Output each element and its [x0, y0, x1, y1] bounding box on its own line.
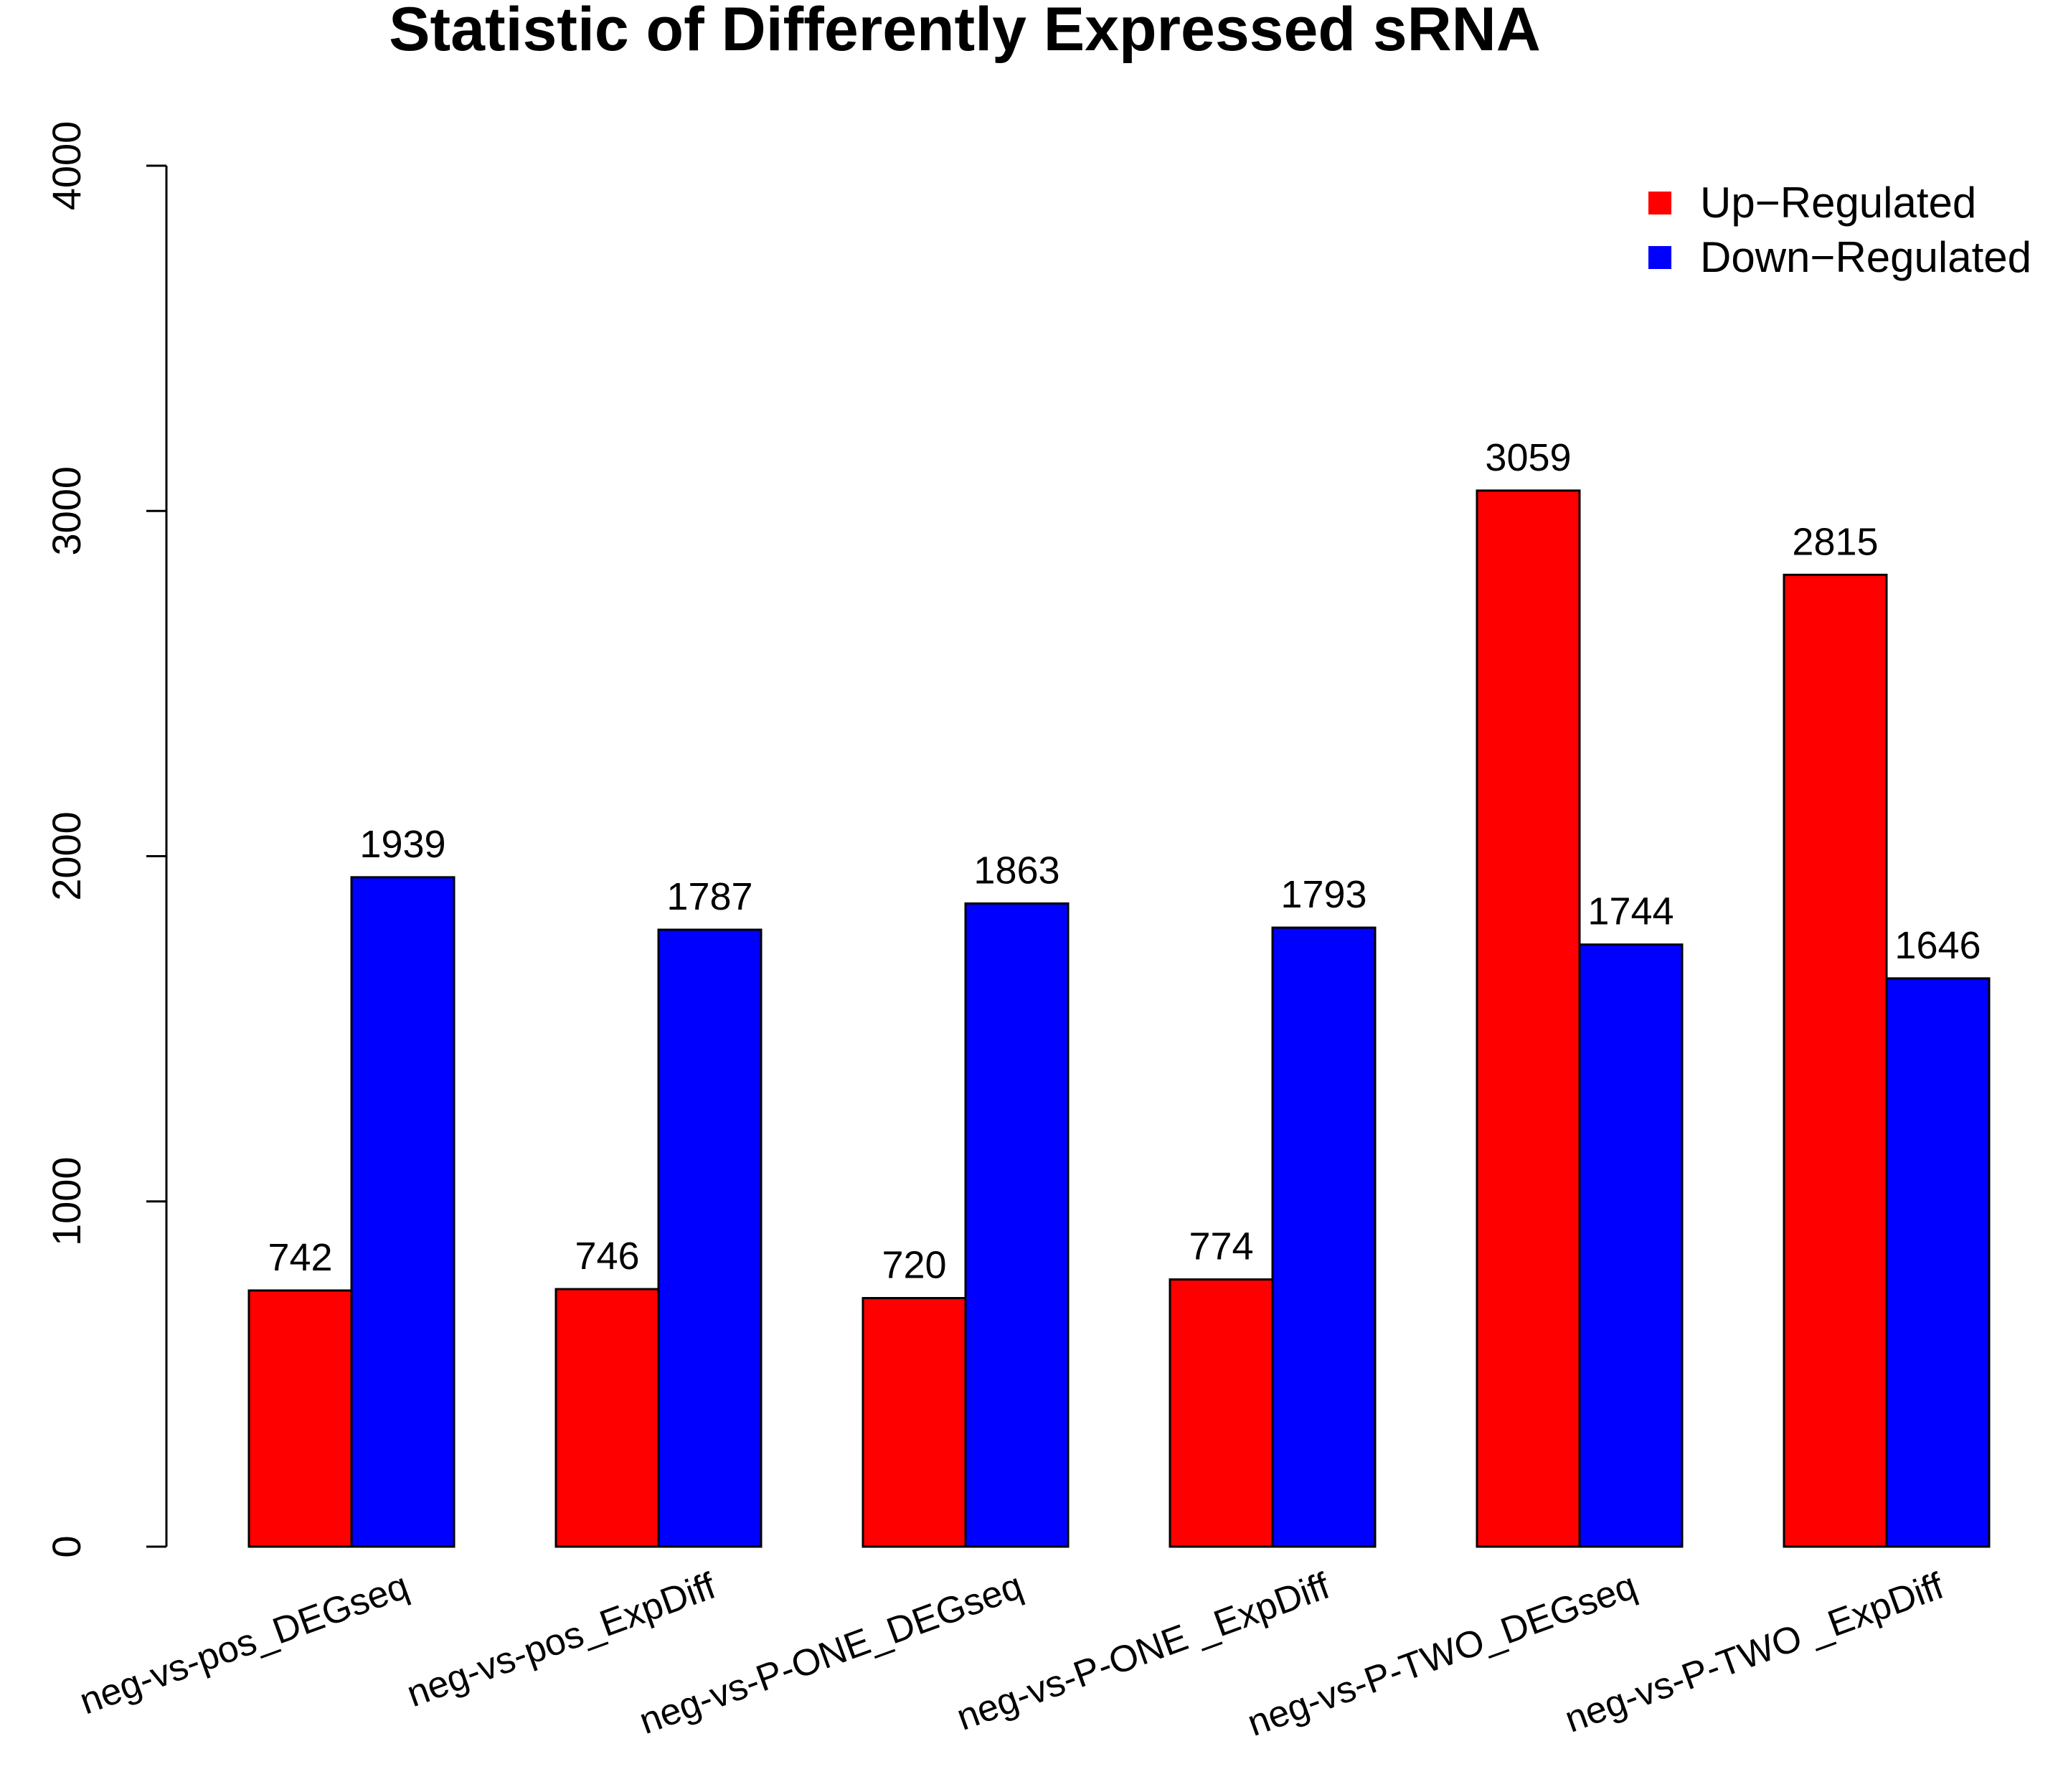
y-tick-label: 4000 — [44, 121, 89, 211]
value-label: 1744 — [1587, 890, 1674, 933]
value-label: 742 — [268, 1236, 332, 1279]
y-tick-label: 1000 — [44, 1156, 89, 1246]
value-label: 1787 — [666, 875, 752, 918]
bar-up — [862, 1297, 967, 1548]
value-label: 774 — [1189, 1225, 1253, 1268]
y-tick-label: 3000 — [44, 466, 89, 556]
legend-swatch — [1648, 192, 1671, 214]
bar-up — [1169, 1278, 1274, 1548]
x-category-label: neg-vs-pos_DEGseq — [75, 1565, 414, 1723]
value-label: 720 — [882, 1244, 946, 1287]
y-tick-label: 0 — [44, 1535, 89, 1557]
chart-title: Statistic of Differently Expressed sRNA — [389, 0, 1541, 64]
legend-swatch — [1648, 246, 1671, 269]
legend-label: Up−Regulated — [1700, 179, 1976, 227]
bar-down — [1578, 943, 1684, 1548]
value-label: 746 — [575, 1235, 639, 1278]
value-label: 3059 — [1485, 436, 1571, 479]
x-labels-group: neg-vs-pos_DEGseqneg-vs-pos_ExpDiffneg-v… — [75, 1565, 1950, 1745]
value-label: 1646 — [1894, 924, 1981, 967]
bar-down — [657, 928, 763, 1548]
bar-up — [247, 1289, 353, 1548]
bar-down — [1271, 926, 1377, 1548]
y-tick-label: 2000 — [44, 811, 89, 901]
bar-down — [964, 902, 1070, 1548]
y-axis: 0 1000 2000 3000 4000 — [44, 121, 168, 1558]
bar-up — [1476, 489, 1581, 1548]
value-label: 1793 — [1280, 873, 1367, 916]
value-label: 2815 — [1792, 520, 1878, 563]
legend: Up−Regulated Down−Regulated — [1648, 179, 2031, 281]
legend-label: Down−Regulated — [1700, 233, 2031, 281]
bar-up — [554, 1288, 660, 1548]
value-label: 1863 — [973, 849, 1059, 892]
value-label: 1939 — [359, 823, 445, 866]
bar-down — [350, 876, 456, 1548]
bars-group — [247, 489, 1991, 1548]
value-labels-group: 742 1939 746 1787 720 1863 774 1793 3059 1744 2815… — [268, 436, 1981, 1287]
bar-up — [1783, 573, 1888, 1548]
bar-down — [1885, 977, 1991, 1548]
